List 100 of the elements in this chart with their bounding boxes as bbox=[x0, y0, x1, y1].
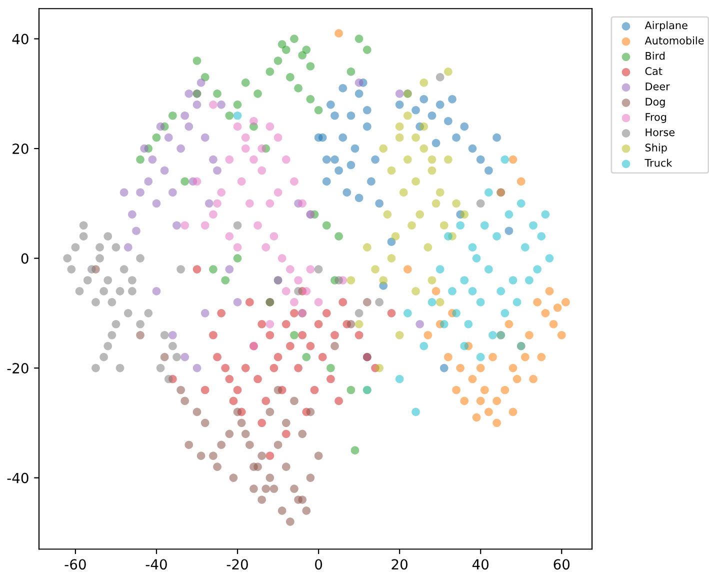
point bbox=[387, 254, 396, 262]
point bbox=[508, 155, 518, 164]
x-tick-label: 0 bbox=[315, 559, 322, 570]
point bbox=[128, 287, 136, 296]
x-tick-label: -60 bbox=[64, 559, 86, 570]
point bbox=[120, 188, 128, 197]
point bbox=[241, 144, 250, 153]
point bbox=[286, 265, 294, 274]
legend-label: Airplane bbox=[644, 21, 688, 32]
legend-label: Frog bbox=[646, 113, 666, 123]
point bbox=[221, 364, 230, 372]
point bbox=[330, 155, 339, 164]
point bbox=[379, 144, 388, 153]
point bbox=[508, 408, 518, 416]
point bbox=[391, 232, 400, 241]
point bbox=[209, 330, 218, 340]
point bbox=[192, 177, 202, 186]
point bbox=[270, 484, 278, 493]
point bbox=[492, 232, 501, 241]
point bbox=[428, 111, 436, 120]
point bbox=[172, 221, 181, 230]
point bbox=[266, 68, 274, 76]
point bbox=[294, 276, 302, 284]
point bbox=[354, 330, 364, 340]
point bbox=[334, 166, 343, 175]
x-tick-label: -20 bbox=[226, 559, 248, 570]
point bbox=[213, 166, 222, 175]
point bbox=[484, 408, 493, 416]
point bbox=[172, 352, 181, 362]
point bbox=[250, 116, 258, 126]
point bbox=[282, 320, 290, 328]
point bbox=[476, 298, 485, 306]
point bbox=[258, 452, 266, 460]
point bbox=[326, 364, 335, 372]
point bbox=[448, 287, 456, 296]
point bbox=[184, 122, 194, 131]
point bbox=[529, 221, 538, 230]
point bbox=[395, 330, 404, 340]
point bbox=[225, 374, 234, 384]
point bbox=[464, 320, 473, 328]
point bbox=[330, 111, 339, 120]
point bbox=[504, 226, 514, 236]
point bbox=[262, 396, 270, 406]
point bbox=[408, 221, 416, 230]
legend-label: Truck bbox=[644, 158, 672, 167]
point bbox=[116, 364, 124, 372]
point bbox=[334, 29, 343, 38]
point bbox=[225, 232, 234, 241]
point bbox=[424, 243, 432, 252]
point bbox=[512, 298, 522, 306]
point bbox=[508, 276, 518, 284]
point bbox=[116, 287, 124, 296]
point bbox=[112, 320, 120, 328]
point bbox=[266, 199, 274, 208]
point bbox=[241, 133, 250, 142]
point bbox=[92, 298, 100, 306]
point bbox=[225, 265, 234, 274]
point bbox=[294, 364, 302, 372]
point bbox=[516, 177, 526, 186]
point bbox=[516, 199, 526, 208]
point bbox=[444, 232, 452, 241]
point bbox=[562, 298, 570, 306]
point bbox=[258, 418, 266, 428]
point bbox=[160, 352, 169, 362]
point bbox=[302, 46, 311, 54]
point bbox=[350, 446, 360, 455]
point bbox=[452, 386, 460, 394]
point bbox=[314, 106, 323, 114]
point bbox=[362, 298, 372, 306]
point bbox=[387, 166, 396, 175]
point bbox=[213, 199, 222, 208]
point bbox=[476, 155, 485, 164]
point bbox=[63, 254, 72, 262]
point bbox=[136, 188, 144, 197]
point bbox=[209, 100, 218, 109]
point bbox=[420, 95, 428, 104]
point bbox=[354, 78, 364, 87]
point bbox=[326, 374, 335, 384]
point bbox=[168, 188, 177, 197]
point bbox=[460, 276, 469, 284]
point bbox=[553, 304, 562, 312]
point bbox=[322, 221, 331, 230]
point bbox=[346, 111, 356, 120]
point bbox=[233, 408, 242, 416]
point bbox=[250, 484, 258, 493]
point bbox=[404, 309, 412, 318]
point bbox=[160, 166, 169, 175]
point bbox=[371, 155, 380, 164]
point bbox=[164, 133, 173, 142]
point bbox=[246, 298, 254, 306]
y-tick-label: 0 bbox=[21, 253, 28, 264]
point bbox=[140, 144, 148, 153]
point bbox=[306, 265, 315, 274]
point bbox=[468, 144, 477, 153]
point bbox=[420, 342, 428, 350]
point bbox=[338, 298, 348, 306]
point bbox=[209, 452, 218, 460]
point bbox=[96, 254, 104, 262]
point bbox=[440, 364, 448, 372]
point bbox=[246, 199, 254, 208]
